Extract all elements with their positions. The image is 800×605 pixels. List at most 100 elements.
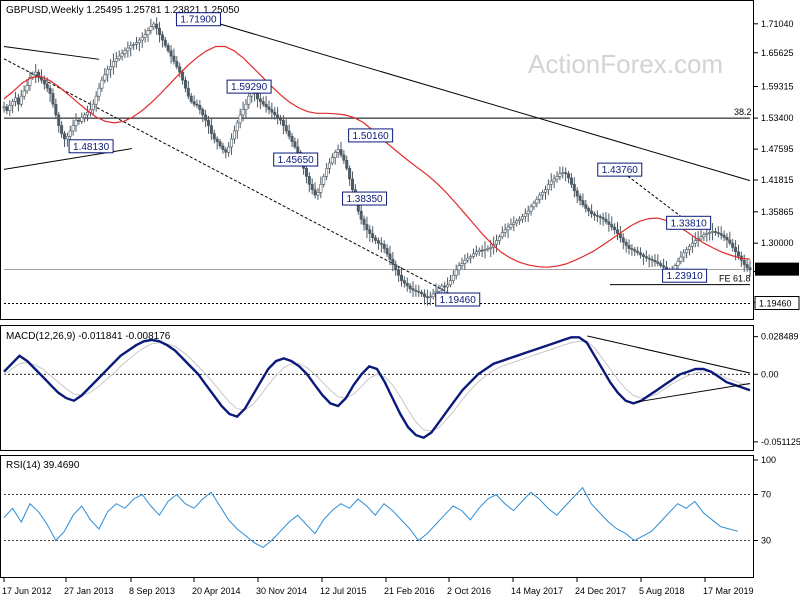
x-axis-label: 5 Aug 2018 [639,586,685,596]
candle-body [310,184,314,191]
candle-body [371,233,375,239]
watermark: ActionForex.com [528,49,723,79]
candle-body [471,253,475,257]
candle-body [155,23,159,29]
candle-body [736,251,740,257]
x-axis-label: 27 Jan 2013 [64,586,114,596]
candle-body [230,138,234,148]
candle-body [83,114,87,118]
candle-body [385,248,389,255]
candle-body [520,216,524,220]
candle-body [590,210,594,215]
candle-body [120,53,124,57]
price-axis-label: 1.65625 [761,48,794,58]
candle-body [333,152,337,158]
candle-body [152,23,156,28]
candle-body [659,263,663,266]
candle-body [466,257,470,261]
candle-body [238,114,242,124]
candle-body [653,259,657,263]
candle-body [348,168,352,180]
candle-body [500,232,504,238]
price-panel-title: GBPUSD,Weekly 1.25495 1.25781 1.23821 1.… [6,5,240,16]
candle-body [94,95,98,105]
macd-layer [3,335,751,440]
candle-body [630,248,634,250]
candle-body [143,34,147,38]
macd-panel-frame [0,325,754,451]
candle-body [644,256,648,259]
price-label-box [597,162,643,177]
candle-body [555,176,559,180]
candle-body [74,119,78,126]
candle-body [339,149,343,156]
candle-body [227,146,231,153]
candle-body [411,288,415,291]
rsi-panel-frame [0,455,754,578]
candle-body [448,280,452,286]
candle-body [57,114,61,126]
candle-body [480,249,484,252]
candle-body [748,267,752,271]
candle-body [140,37,144,41]
candle-body [408,285,412,289]
candle-body [19,95,23,105]
candle-body [172,55,176,62]
x-axis-label: 17 Mar 2019 [703,586,754,596]
rsi-axis-label: 70 [761,490,771,500]
current-price-text: 1.25050 [759,265,792,275]
candle-body [457,265,461,271]
candle-body [662,265,666,268]
candle-body [443,285,447,288]
candle-body [134,42,138,45]
candle-body [325,168,329,177]
price-label-text: 1.38350 [346,194,383,205]
candle-body [307,176,311,185]
long-trendline [198,17,751,182]
candle-body [365,224,369,231]
candle-body [322,176,326,185]
candle-body [477,249,481,253]
dashed-trendline [3,58,458,299]
candle-body [711,231,715,233]
level-tag-text: 1.19460 [759,299,792,309]
candle-body [60,125,64,134]
macd-triangle-top [587,335,751,374]
candle-body [526,210,530,215]
candle-body [391,258,395,265]
candle-body [587,208,591,212]
candle-body [376,240,380,244]
candle-body [397,269,401,276]
candle-body [716,232,720,234]
macd-line [3,336,751,440]
candle-body [650,258,654,261]
candle-body [604,218,608,223]
candle-body [281,119,285,126]
candle-body [149,26,153,31]
candle-body [28,77,32,86]
price-label-text: 1.43760 [602,165,639,176]
candle-body [62,133,66,140]
price-label-box [435,292,481,307]
price-label-box [226,79,272,94]
candle-body [183,79,187,89]
candle-body [189,95,193,102]
candle-body [656,261,660,264]
candle-body [523,213,527,217]
candle-body [549,180,553,185]
candle-body [267,106,271,110]
candle-body [362,218,366,225]
candle-body [264,103,268,108]
candle-body [261,101,265,105]
candle-body [584,204,588,209]
candle-body [2,106,6,109]
candle-body [552,178,556,182]
candle-body [169,50,173,57]
moving-average-line [3,45,751,268]
axes-layer: 1.71040 1.65625 1.59315 1.53400 1.47595 1.418… [2,19,800,596]
candle-body [685,249,689,254]
candle-body [679,256,683,262]
candle-body [569,177,573,185]
candle-body [48,87,52,94]
candle-body [103,74,107,81]
